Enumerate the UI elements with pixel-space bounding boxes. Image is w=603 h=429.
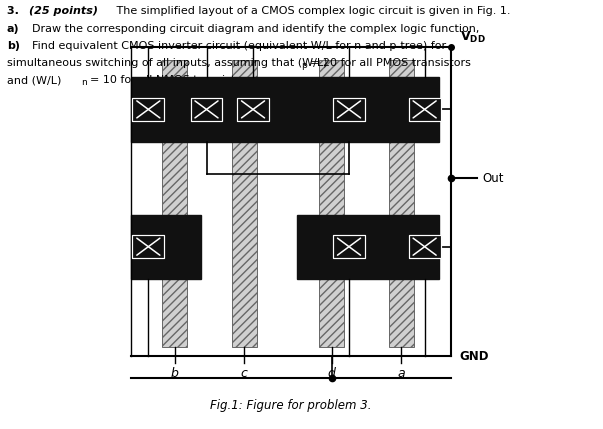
Bar (162, 60, 187, 347)
Text: Find equivalent CMOS inverter circuit (equivalent W/L for n and p-tree) for: Find equivalent CMOS inverter circuit (e… (32, 41, 446, 51)
Bar (333, 97, 365, 121)
Bar (132, 235, 165, 258)
Bar (409, 97, 441, 121)
Text: 3.: 3. (7, 6, 23, 16)
Bar (191, 97, 223, 121)
Text: a): a) (7, 24, 20, 33)
Bar (320, 60, 344, 347)
Text: Fig.1: Figure for problem 3.: Fig.1: Figure for problem 3. (210, 399, 371, 412)
Text: c: c (241, 367, 248, 380)
Text: d: d (327, 367, 335, 380)
Bar (409, 97, 441, 121)
Bar (389, 60, 414, 347)
Text: Out: Out (483, 172, 504, 184)
Text: The simplified layout of a CMOS complex logic circuit is given in Fig. 1.: The simplified layout of a CMOS complex … (113, 6, 511, 16)
Text: GND: GND (459, 350, 489, 363)
Bar (191, 97, 223, 121)
Bar (132, 235, 165, 258)
Text: (25 points): (25 points) (29, 6, 98, 16)
Bar (409, 235, 441, 258)
Bar (297, 214, 439, 279)
Bar (131, 214, 201, 279)
Bar (237, 97, 269, 121)
Text: b): b) (7, 41, 20, 51)
Bar (237, 97, 269, 121)
Bar (333, 97, 365, 121)
Bar (333, 235, 365, 258)
Text: simultaneous switching of all inputs, assuming that (W/L): simultaneous switching of all inputs, as… (7, 58, 327, 68)
Text: n: n (81, 78, 87, 87)
Text: and (W/L): and (W/L) (7, 75, 62, 85)
Bar (132, 97, 165, 121)
Text: b: b (171, 367, 178, 380)
Bar (131, 77, 439, 142)
Text: = 20 for all PMOS transistors: = 20 for all PMOS transistors (310, 58, 471, 68)
Bar (132, 97, 165, 121)
Text: $\mathbf{V_{DD}}$: $\mathbf{V_{DD}}$ (459, 30, 485, 45)
Bar (232, 60, 256, 347)
Text: p: p (302, 61, 307, 70)
Text: Draw the corresponding circuit diagram and identify the complex logic function,: Draw the corresponding circuit diagram a… (32, 24, 479, 33)
Bar (333, 235, 365, 258)
Text: a: a (397, 367, 405, 380)
Text: = 10 for all NMOS transistors.: = 10 for all NMOS transistors. (90, 75, 256, 85)
Bar (409, 235, 441, 258)
